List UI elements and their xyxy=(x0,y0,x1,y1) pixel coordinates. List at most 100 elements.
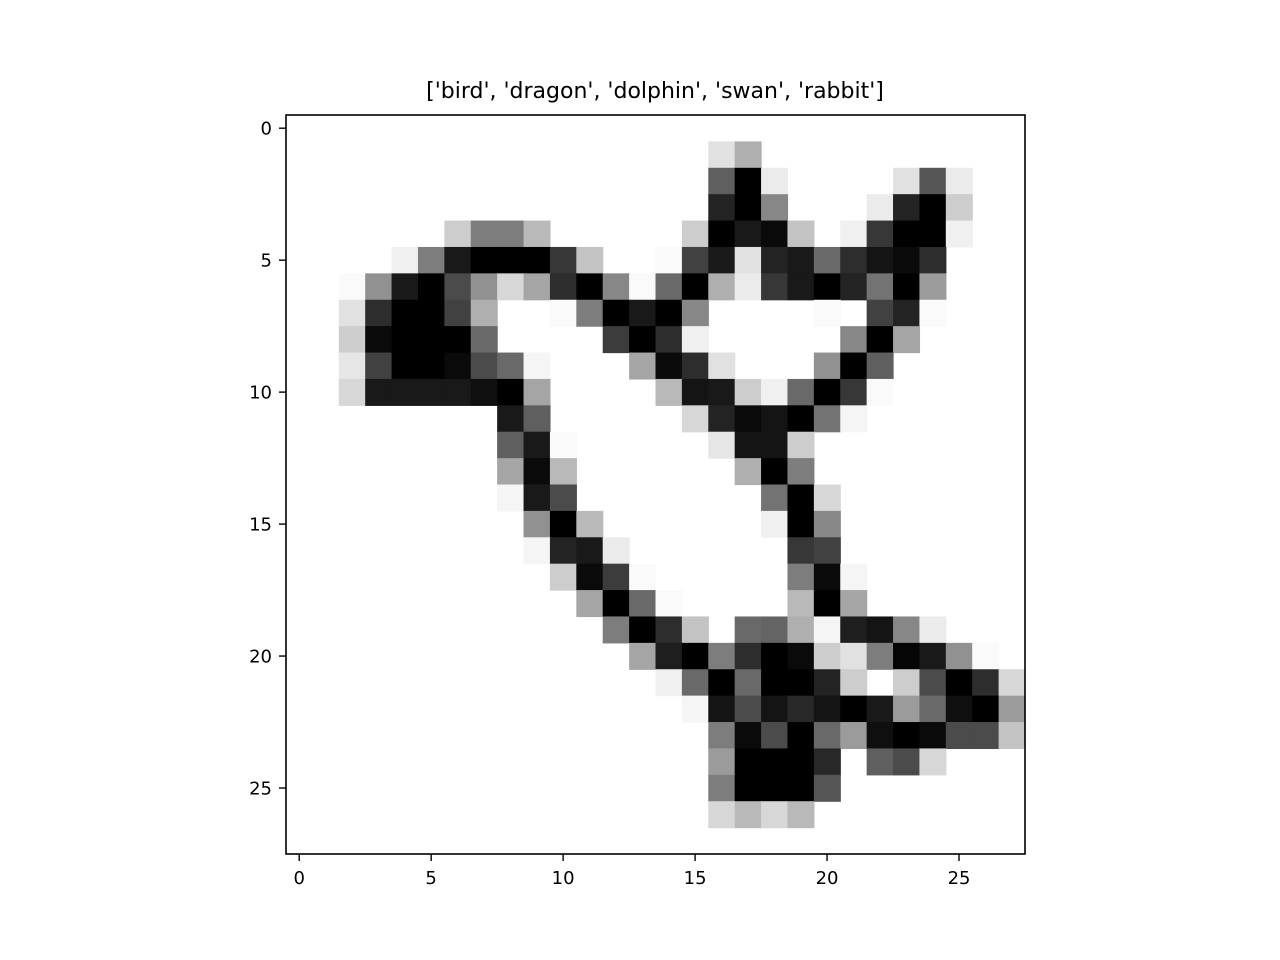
pixel-18-21 xyxy=(840,590,868,618)
pixel-5-16 xyxy=(708,246,736,274)
pixel-23-23 xyxy=(893,722,921,750)
pixel-4-16 xyxy=(708,220,736,248)
pixel-20-19 xyxy=(787,642,815,670)
y-tick-label-0: 0 xyxy=(261,119,272,140)
pixel-17-19 xyxy=(787,563,815,591)
pixel-9-20 xyxy=(813,352,841,380)
pixel-11-8 xyxy=(497,405,525,433)
pixel-2-24 xyxy=(919,167,947,195)
pixel-12-18 xyxy=(761,431,789,459)
pixel-11-16 xyxy=(708,405,736,433)
pixel-6-16 xyxy=(708,273,736,301)
pixel-10-14 xyxy=(655,378,683,406)
pixel-7-6 xyxy=(444,299,472,327)
pixel-20-24 xyxy=(919,642,947,670)
pixel-25-17 xyxy=(734,774,762,802)
x-tick-label-0: 0 xyxy=(293,868,304,889)
pixel-10-2 xyxy=(338,378,366,406)
pixel-23-25 xyxy=(945,722,973,750)
pixel-14-20 xyxy=(813,484,841,512)
pixel-9-22 xyxy=(866,352,894,380)
pixel-16-10 xyxy=(549,537,577,565)
pixel-16-20 xyxy=(813,537,841,565)
pixel-16-19 xyxy=(787,537,815,565)
pixel-6-8 xyxy=(497,273,525,301)
pixel-6-19 xyxy=(787,273,815,301)
pixel-22-18 xyxy=(761,695,789,723)
pixel-20-23 xyxy=(893,642,921,670)
x-tick-label-20: 20 xyxy=(816,868,839,889)
pixel-8-15 xyxy=(681,326,709,354)
pixel-9-9 xyxy=(523,352,551,380)
pixel-24-16 xyxy=(708,748,736,776)
pixel-18-12 xyxy=(602,590,630,618)
pixel-22-21 xyxy=(840,695,868,723)
pixel-23-21 xyxy=(840,722,868,750)
pixel-19-13 xyxy=(629,616,657,644)
pixel-19-23 xyxy=(893,616,921,644)
pixel-2-18 xyxy=(761,167,789,195)
pixel-21-18 xyxy=(761,669,789,697)
pixel-11-17 xyxy=(734,405,762,433)
pixel-4-24 xyxy=(919,220,947,248)
pixel-15-20 xyxy=(813,510,841,538)
pixel-7-4 xyxy=(391,299,419,327)
pixel-8-6 xyxy=(444,326,472,354)
pixel-5-23 xyxy=(893,246,921,274)
y-axis: 0 5 10 15 20 25 xyxy=(249,119,286,800)
pixel-22-16 xyxy=(708,695,736,723)
pixel-22-17 xyxy=(734,695,762,723)
pixel-9-15 xyxy=(681,352,709,380)
pixel-15-9 xyxy=(523,510,551,538)
pixel-12-16 xyxy=(708,431,736,459)
pixel-15-10 xyxy=(549,510,577,538)
pixel-6-18 xyxy=(761,273,789,301)
pixel-24-23 xyxy=(893,748,921,776)
y-tick-label-15: 15 xyxy=(249,515,272,536)
pixel-7-24 xyxy=(919,299,947,327)
pixel-4-17 xyxy=(734,220,762,248)
pixel-8-12 xyxy=(602,326,630,354)
pixel-21-14 xyxy=(655,669,683,697)
pixel-3-22 xyxy=(866,194,894,222)
pixel-9-4 xyxy=(391,352,419,380)
pixel-3-17 xyxy=(734,194,762,222)
pixel-19-20 xyxy=(813,616,841,644)
pixel-24-20 xyxy=(813,748,841,776)
pixel-21-15 xyxy=(681,669,709,697)
pixel-24-19 xyxy=(787,748,815,776)
pixel-21-26 xyxy=(972,669,1000,697)
pixel-19-22 xyxy=(866,616,894,644)
pixel-19-24 xyxy=(919,616,947,644)
pixel-7-11 xyxy=(576,299,604,327)
pixel-17-20 xyxy=(813,563,841,591)
pixel-16-9 xyxy=(523,537,551,565)
pixel-10-17 xyxy=(734,378,762,406)
pixel-5-9 xyxy=(523,246,551,274)
pixel-4-7 xyxy=(470,220,498,248)
pixel-7-12 xyxy=(602,299,630,327)
pixel-6-20 xyxy=(813,273,841,301)
pixel-20-20 xyxy=(813,642,841,670)
pixel-21-19 xyxy=(787,669,815,697)
pixel-6-10 xyxy=(549,273,577,301)
pixel-6-4 xyxy=(391,273,419,301)
pixel-5-6 xyxy=(444,246,472,274)
pixel-8-21 xyxy=(840,326,868,354)
pixel-6-5 xyxy=(417,273,445,301)
pixel-5-5 xyxy=(417,246,445,274)
pixel-4-22 xyxy=(866,220,894,248)
pixel-23-18 xyxy=(761,722,789,750)
pixel-21-21 xyxy=(840,669,868,697)
pixel-24-17 xyxy=(734,748,762,776)
pixel-7-10 xyxy=(549,299,577,327)
pixel-6-3 xyxy=(365,273,393,301)
pixel-8-7 xyxy=(470,326,498,354)
pixel-10-3 xyxy=(365,378,393,406)
pixel-8-22 xyxy=(866,326,894,354)
pixel-22-26 xyxy=(972,695,1000,723)
pixel-10-9 xyxy=(523,378,551,406)
pixel-4-15 xyxy=(681,220,709,248)
pixel-19-18 xyxy=(761,616,789,644)
pixel-5-7 xyxy=(470,246,498,274)
